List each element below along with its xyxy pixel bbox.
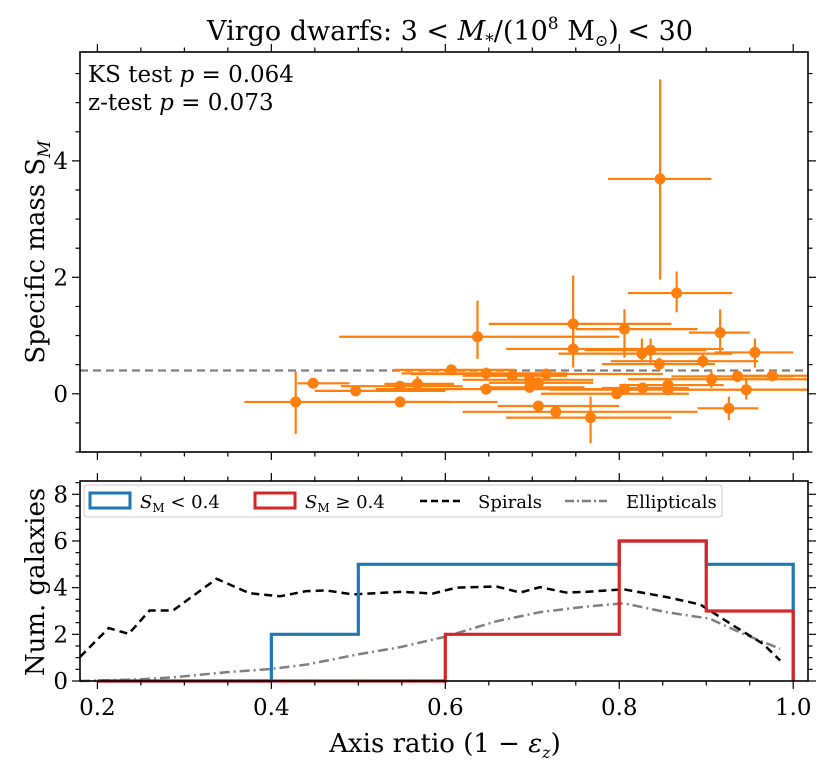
y-tick-label: 0	[53, 669, 68, 695]
point-marker	[697, 355, 709, 367]
ellipticals-line	[79, 602, 781, 683]
y-tick-label: 0	[53, 382, 68, 408]
point-marker	[524, 381, 536, 393]
bottom-panel-frame	[79, 480, 809, 682]
point-marker	[585, 412, 597, 424]
point-marker	[532, 400, 544, 412]
data-point	[480, 381, 585, 393]
spirals-line	[79, 577, 782, 662]
legend-swatch-high	[253, 491, 297, 510]
point-marker	[654, 173, 666, 185]
data-point	[662, 379, 808, 400]
histogram-high-sm	[97, 539, 795, 683]
scatter-points	[244, 79, 808, 444]
y-tick-label: 8	[53, 482, 68, 508]
x-tick-label: 0.8	[601, 695, 638, 721]
annotation-z-test: z-test p = 0.073	[88, 90, 274, 116]
data-point	[610, 354, 759, 368]
point-marker	[532, 377, 544, 389]
point-marker	[567, 343, 579, 355]
data-point	[697, 396, 759, 420]
legend-label-low: SM < 0.4	[140, 492, 220, 515]
point-marker	[471, 331, 483, 343]
point-marker	[480, 383, 492, 395]
data-point	[714, 338, 794, 368]
data-point	[497, 400, 620, 412]
annotation-ks-test: KS test p = 0.064	[88, 62, 294, 88]
point-marker	[411, 378, 423, 390]
data-point	[732, 370, 808, 382]
data-point	[314, 385, 446, 397]
data-point	[297, 377, 350, 389]
data-point	[323, 396, 498, 408]
x-tick-label: 1.0	[775, 695, 812, 721]
x-tick-label: 0.6	[427, 695, 464, 721]
legend-label-spirals: Spirals	[478, 492, 542, 513]
point-marker	[723, 402, 735, 414]
y-tick-label: 2	[53, 265, 68, 291]
point-marker	[290, 396, 302, 408]
data-point	[488, 275, 672, 351]
data-point	[506, 396, 672, 444]
x-tick-label: 0.2	[79, 695, 116, 721]
point-marker	[307, 377, 319, 389]
data-point	[627, 271, 733, 313]
legend: SM < 0.4 SM ≥ 0.4 Spirals Ellipticals	[83, 484, 723, 518]
point-marker	[350, 385, 362, 397]
scatter-panel: 0 2 4 KS test p = 0.064 z-test p = 0.073 S…	[21, 44, 816, 460]
data-point	[384, 376, 455, 391]
top-panel-frame	[79, 51, 809, 453]
point-marker	[714, 327, 726, 339]
y-tick-label: 6	[53, 529, 68, 555]
point-marker	[540, 368, 552, 380]
legend-label-high: SM ≥ 0.4	[305, 492, 385, 515]
data-point	[462, 406, 698, 418]
data-point	[607, 79, 712, 280]
y-tick-label: 4	[53, 149, 68, 175]
y-axis-label-bottom: Num. galaxies	[21, 488, 51, 676]
data-point	[410, 368, 663, 380]
point-marker	[766, 370, 778, 382]
point-marker	[618, 323, 630, 335]
point-marker	[645, 344, 657, 356]
bottom-panel-ticks: 0.2 0.4 0.6 0.8 1.0 0 2 4 6 8	[53, 473, 816, 721]
point-marker	[740, 384, 752, 396]
point-marker	[671, 287, 683, 299]
histogram-lines	[79, 539, 795, 683]
data-point	[488, 377, 594, 389]
point-marker	[567, 318, 579, 330]
chart-title: Virgo dwarfs: 3 < M*/(108 M⊙) < 30	[206, 14, 693, 51]
legend-swatch-low	[88, 491, 132, 510]
data-point	[688, 309, 750, 354]
point-marker	[749, 346, 761, 358]
y-axis-label-top: Specific mass SM	[21, 140, 55, 364]
legend-label-ellipticals: Ellipticals	[626, 492, 717, 513]
y-tick-label: 2	[53, 622, 68, 648]
x-axis-label: Axis ratio (1 − εz)	[328, 729, 561, 762]
x-tick-label: 0.4	[253, 695, 290, 721]
histogram-panel: 0.2 0.4 0.6 0.8 1.0 0 2 4 6 8 Num. galaxies Axis …	[21, 473, 816, 762]
point-marker	[394, 396, 406, 408]
point-marker	[550, 406, 562, 418]
y-tick-label: 4	[53, 576, 68, 602]
data-point	[506, 329, 724, 368]
legend-frame	[83, 484, 723, 518]
